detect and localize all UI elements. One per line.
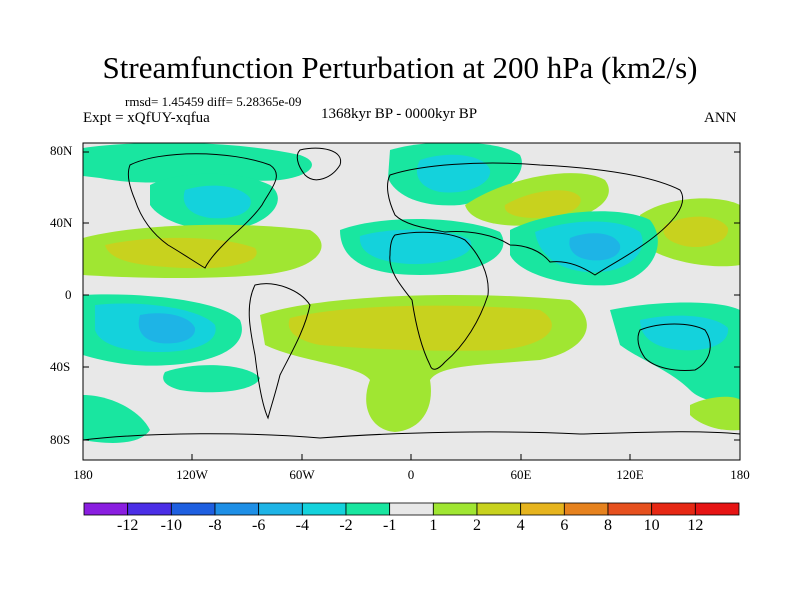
colorbar-label: 10: [643, 517, 660, 534]
contour-field: [83, 143, 740, 460]
colorbar-label: -8: [208, 517, 222, 534]
colorbar-label: -2: [339, 517, 353, 534]
lon-label-120e: 120E: [616, 467, 644, 482]
season-label: ANN: [704, 110, 737, 126]
colorbar-label: -4: [295, 517, 309, 534]
contour-neg2-africa: [359, 229, 472, 265]
colorbar-swatch: [520, 502, 565, 516]
colorbar-swatch: [476, 502, 522, 516]
colorbar-swatch: [607, 502, 653, 516]
colorbar-label: 2: [473, 517, 481, 534]
colorbar-label: -6: [251, 517, 266, 534]
colorbar-swatch: [563, 502, 609, 516]
lat-label-80s: 80S: [50, 432, 71, 447]
lon-label-180w: 180: [73, 467, 93, 482]
contour-neg4-india: [569, 233, 621, 261]
colorbar-swatch: [389, 502, 434, 516]
colorbar-label: 4: [516, 517, 525, 534]
coast-north-america: [127, 153, 277, 269]
colorbar-swatch: [345, 502, 391, 516]
contour-neg2-siberia: [416, 154, 491, 193]
lat-label-80n: 80N: [50, 143, 73, 158]
experiment-label: Expt = xQfUY-xqfua: [83, 110, 210, 126]
coast-africa: [389, 231, 489, 370]
colorbar: [83, 502, 740, 516]
contour-neg1-arctic-west: [83, 143, 312, 183]
colorbar-label: -12: [116, 517, 139, 534]
contour-neg1-southern-ocean: [83, 395, 150, 443]
axis-ticks: [83, 151, 740, 460]
lon-label-0: 0: [407, 467, 415, 482]
colorbar-swatch: [432, 502, 478, 516]
colorbar-label: 6: [560, 517, 569, 534]
coast-australia: [637, 323, 711, 371]
colorbar-swatch: [83, 502, 129, 516]
coast-south-america: [248, 283, 311, 420]
colorbar-swatch: [127, 502, 172, 516]
lon-label-120w: 120W: [176, 467, 208, 482]
lon-label-60e: 60E: [510, 467, 532, 482]
lon-label-180e: 180: [730, 467, 750, 482]
chart-title: Streamfunction Perturbation at 200 hPa (…: [102, 50, 698, 85]
colorbar-swatch: [651, 502, 696, 516]
contour-neg1-south-pacific-tail: [163, 365, 260, 393]
stats-text: rmsd= 1.45459 diff= 5.28365e-09: [125, 94, 302, 109]
colorbar-swatch: [214, 502, 260, 516]
lat-label-40s: 40S: [50, 359, 71, 374]
coast-greenland: [296, 147, 342, 181]
contour-pos1-southern-ocean: [690, 396, 740, 431]
lat-label-0: 0: [65, 287, 72, 302]
colorbar-swatch: [258, 502, 303, 516]
coastlines: [83, 147, 740, 441]
colorbar-swatch: [170, 502, 216, 516]
colorbar-swatch: [694, 502, 740, 516]
period-label: 1368kyr BP - 0000kyr BP: [321, 106, 478, 122]
contour-neg2-north-america: [183, 185, 251, 219]
colorbar-label: 8: [604, 517, 612, 534]
coast-eurasia: [387, 162, 684, 276]
contour-pos2-pacific-north: [663, 216, 729, 248]
lon-label-60w: 60W: [289, 467, 315, 482]
contour-neg4-south-pacific: [138, 313, 196, 344]
colorbar-label: 1: [429, 517, 438, 534]
coast-antarctica: [83, 431, 740, 441]
contour-pos2-north-asia: [504, 190, 581, 218]
colorbar-label: 12: [687, 517, 704, 534]
lat-label-40n: 40N: [50, 215, 73, 230]
colorbar-label: -1: [382, 517, 397, 534]
contour-pos2-south-atlantic: [288, 305, 552, 351]
colorbar-label: -10: [160, 517, 182, 534]
colorbar-swatch: [301, 502, 347, 516]
